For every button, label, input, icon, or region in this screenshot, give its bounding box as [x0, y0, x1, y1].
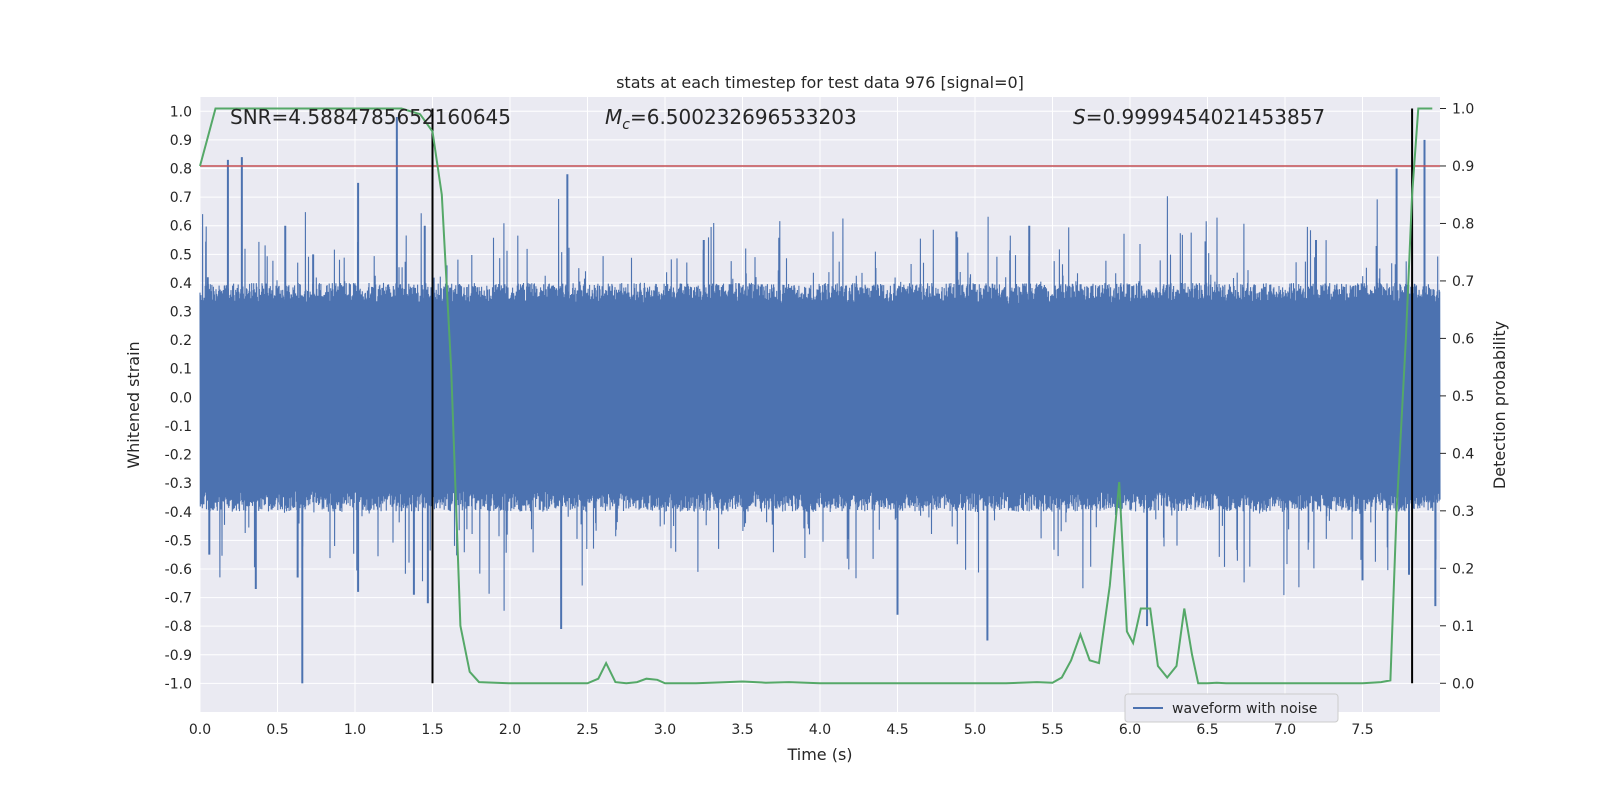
right-y-tick-label: 0.0 [1452, 676, 1474, 692]
x-tick-label: 5.0 [964, 722, 986, 738]
legend-box [1124, 693, 1339, 723]
x-tick-label: 2.5 [576, 722, 598, 738]
x-tick-label: 3.5 [731, 722, 753, 738]
x-tick-label: 0.5 [266, 722, 288, 738]
left-y-tick-label: -0.9 [165, 648, 192, 664]
right-y-axis-label: Detection probability [1490, 321, 1509, 489]
left-y-tick-label: -0.4 [165, 505, 192, 521]
legend-label: waveform with noise [1172, 701, 1317, 717]
s-symbol: S [1073, 105, 1086, 129]
right-y-tick-label: 0.3 [1452, 504, 1474, 520]
chirp-mass-subscript: c [622, 117, 630, 133]
left-y-tick-label: -0.5 [165, 533, 192, 549]
left-y-tick-label: 0.2 [170, 333, 192, 349]
left-y-tick-label: 0.3 [170, 305, 192, 321]
strain-series [199, 117, 1441, 684]
x-tick-label: 4.5 [886, 722, 908, 738]
left-y-tick-label: -0.3 [165, 476, 192, 492]
left-y-tick-label: 0.6 [170, 219, 192, 235]
probability-line [199, 107, 1433, 685]
chirp-mass-annotation: Mc=6.500232696533203 [605, 105, 857, 133]
x-axis-label: Time (s) [786, 745, 852, 764]
left-y-tick-label: 0.1 [170, 362, 192, 378]
left-y-tick-label: -1.0 [165, 676, 192, 692]
probability-series [199, 107, 1433, 685]
left-y-tick-label: 0.9 [170, 133, 192, 149]
right-y-tick-label: 0.9 [1452, 159, 1474, 175]
right-y-axis-ticks: 1.0 0.9 0.8 0.7 0.6 0.5 0.4 0.3 0.2 0.1 0.0 [1440, 101, 1474, 692]
left-y-tick-label: -0.7 [165, 591, 192, 607]
left-y-tick-label: 0.4 [170, 276, 192, 292]
x-tick-label: 5.5 [1041, 722, 1063, 738]
left-y-tick-label: 1.0 [170, 104, 192, 120]
left-y-tick-label: 0.0 [170, 390, 192, 406]
x-tick-label: 0.0 [189, 722, 211, 738]
right-y-tick-label: 0.8 [1452, 216, 1474, 232]
left-y-axis-label: Whitened strain [124, 341, 143, 468]
x-tick-label: 1.5 [421, 722, 443, 738]
left-y-axis-ticks: 1.0 0.9 0.8 0.7 0.6 0.5 0.4 0.3 0.2 0.1 0.0 -0.1 -0.… [165, 104, 192, 692]
x-tick-label: 4.0 [809, 722, 831, 738]
right-y-tick-label: 0.5 [1452, 389, 1474, 405]
left-y-tick-label: -0.8 [165, 619, 192, 635]
left-y-tick-label: 0.5 [170, 247, 192, 263]
right-y-tick-label: 0.1 [1452, 619, 1474, 635]
left-y-tick-label: 0.8 [170, 162, 192, 178]
x-tick-label: 1.0 [344, 722, 366, 738]
left-y-tick-label: -0.1 [165, 419, 192, 435]
strain-waveform-line [199, 196, 1441, 611]
chirp-mass-value: =6.500232696533203 [630, 105, 857, 129]
legend: waveform with noise [1124, 693, 1339, 723]
x-axis-ticks: 0.0 0.5 1.0 1.5 2.0 2.5 3.0 3.5 4.0 4.5 5.0 5.5 6.0 6… [189, 722, 1374, 738]
x-tick-label: 6.0 [1119, 722, 1141, 738]
x-tick-label: 6.5 [1196, 722, 1218, 738]
s-value: =0.9999454021453857 [1086, 105, 1325, 129]
chart-title: stats at each timestep for test data 976… [616, 73, 1024, 92]
s-annotation: S=0.9999454021453857 [1073, 105, 1325, 129]
right-y-tick-label: 0.4 [1452, 446, 1474, 462]
left-y-tick-label: 0.7 [170, 190, 192, 206]
left-y-tick-label: -0.6 [165, 562, 192, 578]
right-y-tick-label: 0.2 [1452, 561, 1474, 577]
x-tick-label: 3.0 [654, 722, 676, 738]
x-tick-label: 7.5 [1351, 722, 1373, 738]
x-tick-label: 7.0 [1274, 722, 1296, 738]
x-tick-label: 2.0 [499, 722, 521, 738]
right-y-tick-label: 0.6 [1452, 331, 1474, 347]
left-y-tick-label: -0.2 [165, 448, 192, 464]
right-y-tick-label: 0.7 [1452, 274, 1474, 290]
snr-annotation: SNR=4.5884785652160645 [230, 105, 511, 129]
chirp-mass-symbol: M [605, 105, 622, 129]
right-y-tick-label: 1.0 [1452, 101, 1474, 117]
